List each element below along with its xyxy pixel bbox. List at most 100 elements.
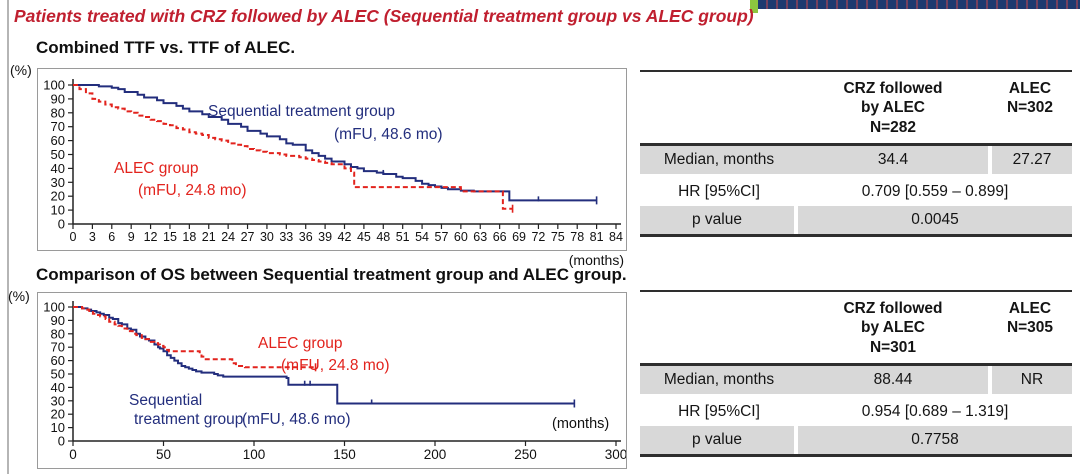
- svg-text:40: 40: [51, 161, 65, 176]
- svg-text:72: 72: [531, 230, 545, 244]
- chart-annotation: Sequential: [129, 392, 203, 409]
- sequential-curve: [73, 84, 598, 205]
- svg-text:3: 3: [89, 230, 96, 244]
- svg-text:60: 60: [51, 353, 65, 368]
- svg-text:90: 90: [51, 313, 65, 328]
- svg-text:0: 0: [58, 217, 65, 232]
- svg-text:100: 100: [43, 78, 65, 93]
- section-heading-os: Comparison of OS between Sequential trea…: [36, 265, 627, 284]
- svg-text:18: 18: [182, 230, 196, 244]
- svg-text:0: 0: [70, 230, 77, 244]
- ttf-table-header-crz: CRZ followed by ALEC N=282: [798, 72, 988, 147]
- svg-text:78: 78: [570, 230, 584, 244]
- svg-text:75: 75: [551, 230, 565, 244]
- svg-text:80: 80: [51, 326, 65, 341]
- alec-curve: [73, 306, 316, 369]
- sequential-curve: [73, 306, 575, 405]
- sequential-curve: [73, 84, 597, 202]
- section-heading-ttf: Combined TTF vs. TTF of ALEC.: [36, 38, 296, 57]
- svg-text:21: 21: [202, 230, 216, 244]
- svg-text:10: 10: [51, 420, 65, 435]
- chart-annotation: (mFU, 24.8 mo): [138, 182, 247, 199]
- svg-text:45: 45: [357, 230, 371, 244]
- svg-text:70: 70: [51, 119, 65, 134]
- chart-annotation: (mFU, 48.6 mo): [334, 126, 443, 143]
- table-row: Median, months 34.4 27.27: [640, 146, 1072, 179]
- median-alec-value: 27.27: [988, 146, 1072, 179]
- svg-text:250: 250: [514, 447, 537, 462]
- svg-text:81: 81: [590, 230, 604, 244]
- svg-text:36: 36: [299, 230, 313, 244]
- svg-text:39: 39: [318, 230, 332, 244]
- row-label: p value: [640, 206, 798, 235]
- column-n: N=305: [1006, 319, 1054, 337]
- svg-text:84: 84: [609, 230, 623, 244]
- ttf-y-axis-unit: (%): [10, 62, 32, 78]
- svg-text:24: 24: [221, 230, 235, 244]
- chart-annotation: (mFU, 24.8 mo): [281, 357, 390, 374]
- median-crz-value: 34.4: [798, 146, 988, 179]
- svg-text:33: 33: [279, 230, 293, 244]
- column-title: CRZ followed: [843, 80, 943, 97]
- svg-text:48: 48: [376, 230, 390, 244]
- column-n: N=301: [869, 338, 917, 356]
- ttf-table-header-alec: ALEC N=302: [988, 72, 1072, 147]
- os-table-header-alec: ALEC N=305: [988, 292, 1072, 367]
- chart-annotation: Sequential treatment group: [208, 103, 395, 120]
- svg-text:100: 100: [243, 447, 266, 462]
- column-title: CRZ followed: [843, 300, 943, 317]
- os-y-axis-unit: (%): [8, 288, 30, 304]
- alec-curve: [73, 84, 513, 210]
- svg-text:69: 69: [512, 230, 526, 244]
- svg-text:10: 10: [51, 203, 65, 218]
- svg-text:60: 60: [454, 230, 468, 244]
- p-value: 0.0045: [798, 206, 1072, 235]
- svg-text:200: 200: [424, 447, 447, 462]
- svg-text:300: 300: [605, 447, 626, 462]
- column-title: ALEC: [1008, 80, 1052, 97]
- column-title: ALEC: [1008, 300, 1052, 317]
- ttf-x-axis-unit: (months): [568, 252, 624, 268]
- ttf-km-chart: 0 10 20 30 40 50 60 70 80 90 100 0 3 6 9 12 15 18 21 24 27 30…: [37, 68, 627, 251]
- column-title: by ALEC: [860, 319, 925, 337]
- chart-annotation: ALEC group: [258, 335, 343, 352]
- top-accent-bar: [758, 0, 1080, 9]
- svg-text:0: 0: [69, 447, 77, 462]
- row-label: p value: [640, 426, 798, 455]
- column-n: N=302: [1006, 99, 1054, 117]
- os-stats-table: CRZ followed by ALEC N=301 ALEC N=305 Me…: [640, 290, 1072, 458]
- svg-text:40: 40: [51, 380, 65, 395]
- svg-text:70: 70: [51, 340, 65, 355]
- svg-text:50: 50: [51, 367, 65, 382]
- os-table-corner-cell: [640, 292, 798, 367]
- column-n: N=282: [869, 118, 917, 136]
- chart-annotation: (mFU, 48.6 mo): [242, 411, 351, 428]
- table-row: p value 0.7758: [640, 426, 1072, 455]
- svg-text:6: 6: [108, 230, 115, 244]
- p-value: 0.7758: [798, 426, 1072, 455]
- column-title: by ALEC: [860, 99, 925, 117]
- median-crz-value: 88.44: [798, 366, 988, 399]
- svg-text:80: 80: [51, 105, 65, 120]
- svg-text:90: 90: [51, 91, 65, 106]
- svg-text:20: 20: [51, 189, 65, 204]
- sequential-curve: [73, 306, 576, 408]
- svg-text:30: 30: [260, 230, 274, 244]
- svg-text:30: 30: [51, 393, 65, 408]
- table-row: HR [95%CI] 0.954 [0.689 – 1.319]: [640, 398, 1072, 426]
- top-accent-green: [750, 0, 758, 13]
- slide-left-border: [7, 0, 9, 474]
- svg-text:15: 15: [163, 230, 177, 244]
- table-row: HR [95%CI] 0.709 [0.559 – 0.899]: [640, 178, 1072, 206]
- table-row: Median, months 88.44 NR: [640, 366, 1072, 399]
- svg-text:60: 60: [51, 133, 65, 148]
- median-alec-value: NR: [988, 366, 1072, 399]
- svg-text:66: 66: [493, 230, 507, 244]
- chart-annotation: treatment group: [134, 411, 244, 428]
- svg-text:27: 27: [241, 230, 255, 244]
- alec-curve: [73, 306, 317, 372]
- svg-text:100: 100: [43, 300, 65, 315]
